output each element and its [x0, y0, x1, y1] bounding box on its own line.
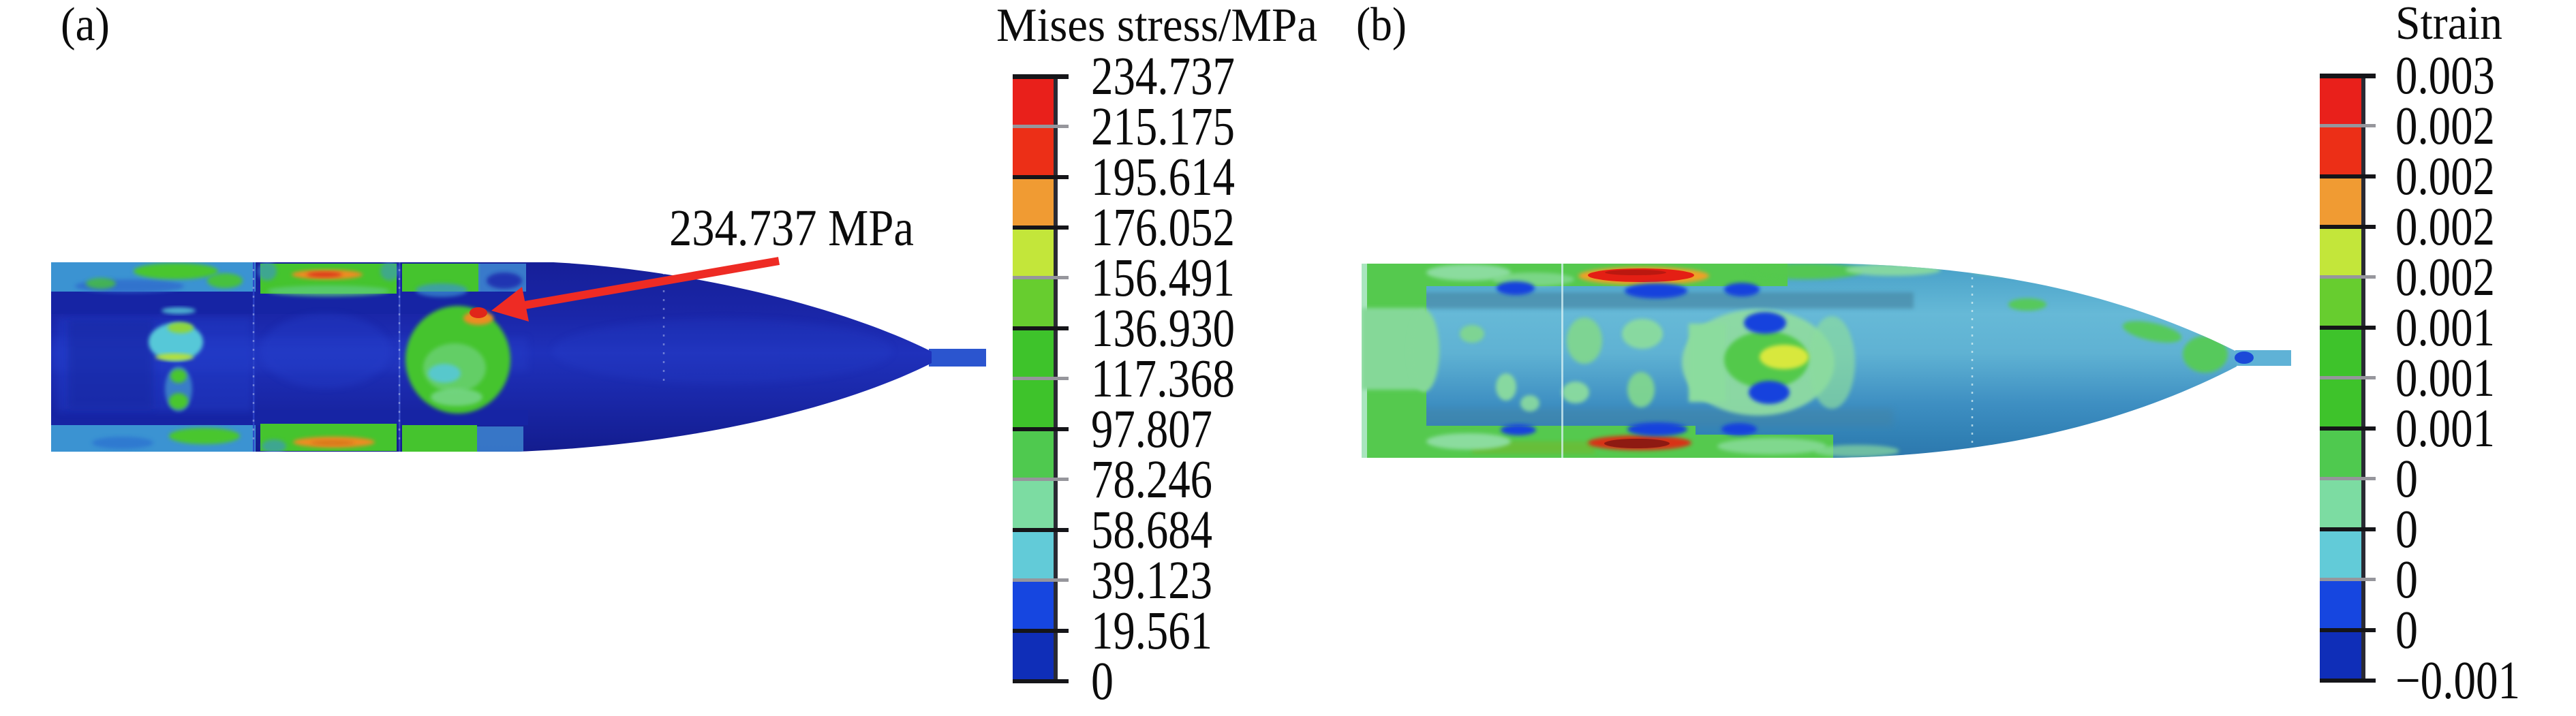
svg-text:97.807: 97.807 — [1091, 400, 1212, 459]
svg-text:58.684: 58.684 — [1091, 501, 1212, 560]
svg-text:156.491: 156.491 — [1091, 249, 1235, 308]
svg-text:Strain: Strain — [2395, 0, 2502, 50]
svg-text:0.002: 0.002 — [2395, 147, 2495, 206]
svg-text:0.001: 0.001 — [2395, 298, 2495, 358]
svg-text:136.930: 136.930 — [1091, 299, 1235, 358]
svg-text:0.001: 0.001 — [2395, 399, 2495, 458]
svg-text:0.002: 0.002 — [2395, 248, 2495, 307]
svg-text:0: 0 — [2395, 550, 2418, 610]
svg-text:0: 0 — [2395, 450, 2418, 509]
svg-text:234.737 MPa: 234.737 MPa — [669, 200, 914, 257]
svg-text:Mises stress/MPa: Mises stress/MPa — [996, 0, 1317, 52]
svg-text:39.123: 39.123 — [1091, 551, 1212, 610]
svg-text:0: 0 — [1091, 652, 1114, 711]
svg-text:(a): (a) — [61, 0, 110, 51]
svg-text:195.614: 195.614 — [1091, 148, 1235, 207]
svg-text:0.001: 0.001 — [2395, 349, 2495, 408]
svg-text:234.737: 234.737 — [1091, 47, 1235, 106]
svg-text:0.002: 0.002 — [2395, 198, 2495, 257]
svg-text:0: 0 — [2395, 500, 2418, 559]
svg-text:0.003: 0.003 — [2395, 46, 2495, 106]
svg-text:78.246: 78.246 — [1091, 450, 1212, 510]
svg-text:19.561: 19.561 — [1091, 602, 1212, 661]
svg-text:−0.001: −0.001 — [2395, 651, 2520, 711]
svg-text:176.052: 176.052 — [1091, 198, 1235, 258]
svg-text:(b): (b) — [1356, 0, 1407, 51]
svg-text:215.175: 215.175 — [1091, 97, 1235, 157]
svg-text:0.002: 0.002 — [2395, 97, 2495, 156]
svg-text:117.368: 117.368 — [1091, 349, 1235, 409]
svg-text:0: 0 — [2395, 601, 2418, 660]
